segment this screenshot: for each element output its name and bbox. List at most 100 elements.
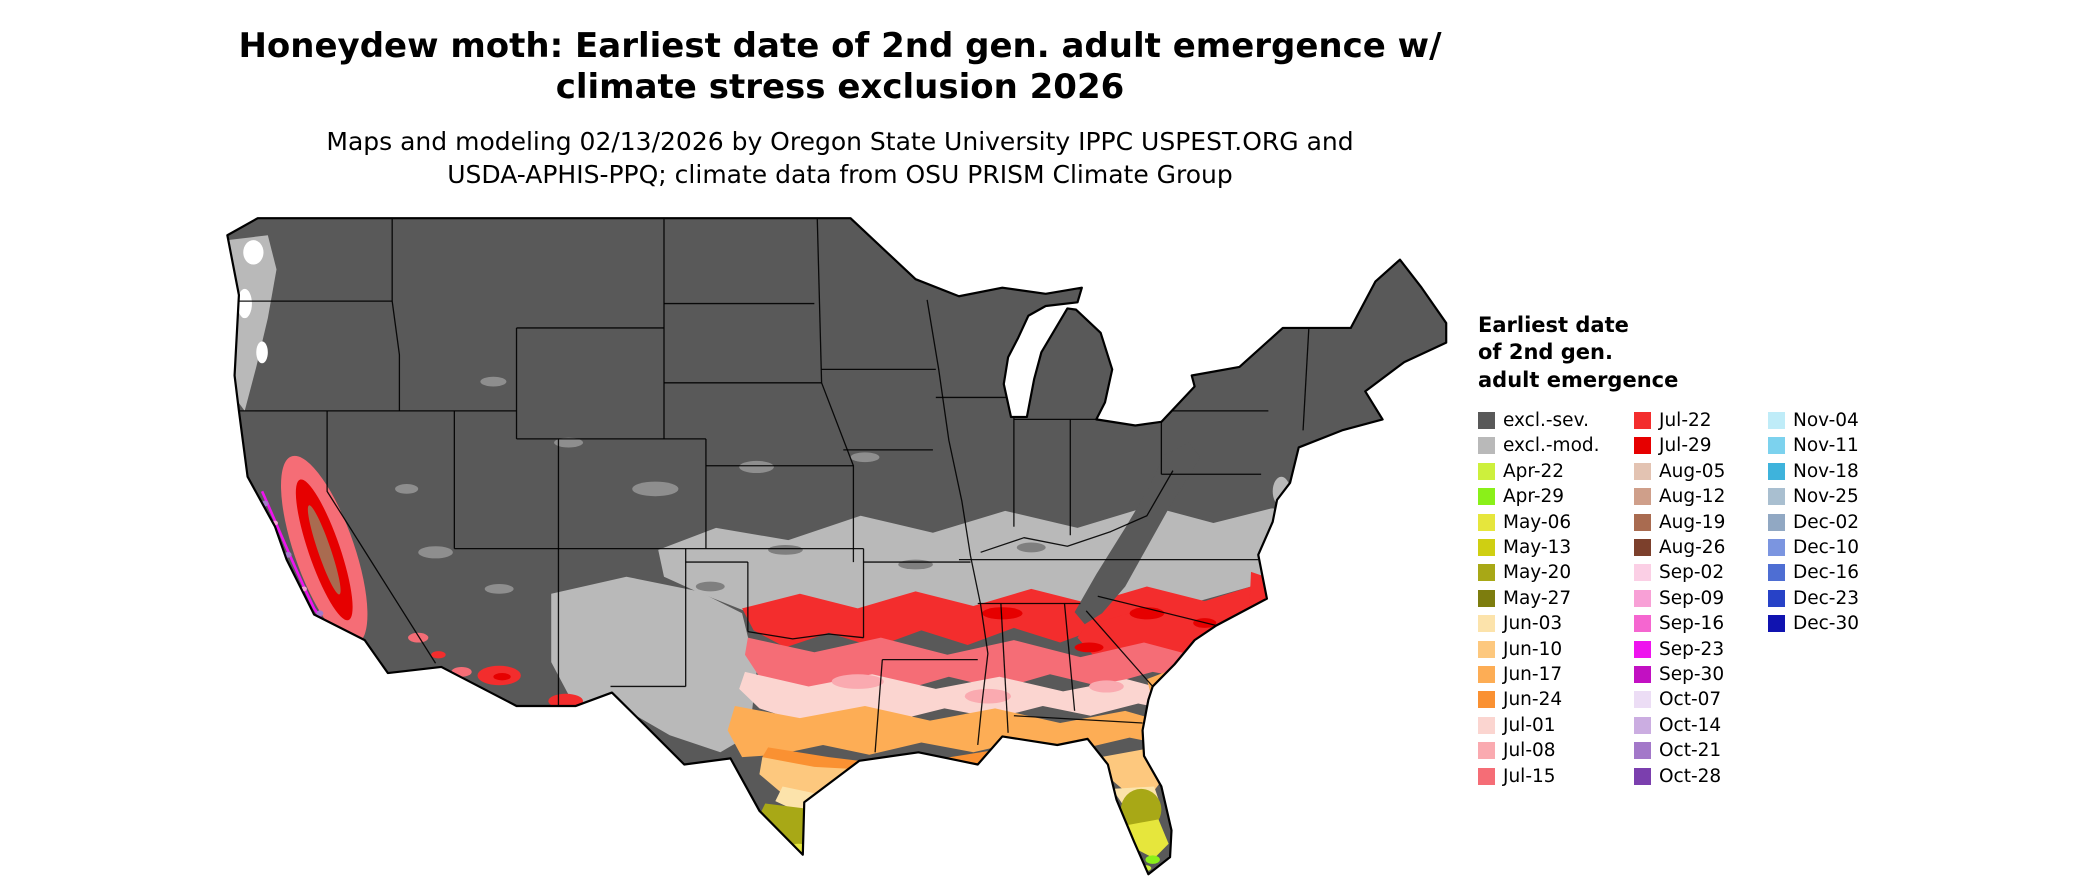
legend-entry: Jul-29 [1634, 433, 1768, 458]
legend-entry: Dec-16 [1768, 560, 1859, 585]
legend-swatch [1478, 462, 1495, 480]
legend-swatch [1634, 767, 1651, 785]
legend-label: Sep-23 [1659, 638, 1725, 660]
legend-label: Jun-10 [1503, 638, 1563, 660]
legend-label: Jul-22 [1659, 410, 1712, 432]
legend-label: Aug-12 [1659, 486, 1726, 508]
legend-swatch [1634, 640, 1651, 658]
legend-swatch [1478, 412, 1495, 430]
legend-entry: May-20 [1478, 560, 1634, 585]
legend-entry: Nov-25 [1768, 484, 1859, 509]
map-region-nm-red [548, 693, 584, 709]
legend-label: Jul-29 [1659, 435, 1712, 457]
legend-title: Earliest date of 2nd gen. adult emergenc… [1478, 312, 1859, 394]
legend-entry: May-27 [1478, 586, 1634, 611]
legend-entry: Dec-30 [1768, 611, 1859, 636]
legend-label: Apr-29 [1503, 486, 1565, 508]
map-subtitle-line1: Maps and modeling 02/13/2026 by Oregon S… [326, 126, 1354, 156]
legend-label: Nov-18 [1793, 460, 1859, 482]
legend-label: Oct-28 [1659, 765, 1722, 787]
map-speckle [1016, 542, 1046, 553]
legend-label: Dec-16 [1793, 562, 1860, 584]
legend-swatch [1478, 437, 1495, 455]
legend-swatch [1634, 716, 1651, 734]
legend-label: Jun-17 [1503, 663, 1563, 685]
map-speckle-oct21 [348, 639, 356, 646]
legend-entry: Dec-10 [1768, 535, 1859, 560]
legend-swatch [1634, 589, 1651, 607]
map-speckle [395, 484, 419, 494]
us-outline [227, 218, 1446, 874]
legend-label: Apr-22 [1503, 460, 1565, 482]
legend-swatch [1634, 437, 1651, 455]
legend-label: Sep-09 [1659, 587, 1725, 609]
legend-label: Dec-02 [1793, 511, 1860, 533]
map-region-pnw-moderate [227, 235, 277, 411]
legend-entry: Sep-30 [1634, 662, 1768, 687]
legend-entry: Aug-12 [1634, 484, 1768, 509]
map-subtitle-line2: USDA-APHIS-PPQ; climate data from OSU PR… [447, 159, 1233, 189]
legend-swatch [1634, 488, 1651, 506]
legend-entry: Dec-23 [1768, 586, 1859, 611]
legend-label: Dec-30 [1793, 613, 1860, 635]
legend-entry: Oct-07 [1634, 687, 1768, 712]
map-region-may20-south-texas [757, 803, 816, 858]
state-border [817, 218, 821, 383]
legend-title-line3: adult emergence [1478, 367, 1679, 392]
map-speckle [898, 559, 933, 570]
map-region-southwest-moderate [551, 576, 757, 753]
legend-entry: Aug-05 [1634, 459, 1768, 484]
figure-header: Honeydew moth: Earliest date of 2nd gen.… [0, 26, 1680, 191]
legend-label: Dec-10 [1793, 537, 1860, 559]
map-speckle-jul08 [964, 688, 1012, 704]
legend-label: Jul-08 [1503, 740, 1556, 762]
legend-swatch [1634, 742, 1651, 760]
legend-swatch [1478, 665, 1495, 683]
legend-swatch [1478, 716, 1495, 734]
legend-swatch [1478, 488, 1495, 506]
state-border [327, 411, 435, 663]
legend-label: Jul-15 [1503, 765, 1556, 787]
legend-entry: Oct-28 [1634, 763, 1768, 788]
legend-swatch [1768, 437, 1785, 455]
legend-column-3: Nov-04 Nov-11 Nov-18 Nov-25 Dec-02 Dec-10 Dec-… [1768, 408, 1859, 637]
map-speckle [480, 376, 507, 387]
legend-swatch [1768, 589, 1785, 607]
state-borders [236, 218, 1309, 752]
legend-swatch [1478, 691, 1495, 709]
legend-swatch [1768, 462, 1785, 480]
legend-swatch [1478, 564, 1495, 582]
map-speckle-jul08 [831, 674, 884, 689]
legend-entry: Jun-03 [1478, 611, 1634, 636]
map-speckle [695, 581, 725, 592]
legend-label: Aug-19 [1659, 511, 1726, 533]
state-border [1064, 604, 1074, 711]
map-region-nj-moderate [1272, 476, 1291, 506]
legend-entry: Apr-29 [1478, 484, 1634, 509]
legend-entry: Apr-22 [1478, 459, 1634, 484]
map-speckle [850, 452, 880, 463]
legend-entry: Jul-01 [1478, 713, 1634, 738]
legend-entry: Nov-11 [1768, 433, 1859, 458]
legend-entry: Jun-10 [1478, 636, 1634, 661]
legend-swatch [1634, 513, 1651, 531]
state-border [981, 471, 1173, 553]
legend-entry: Sep-02 [1634, 560, 1768, 585]
map-nodata-patch [237, 288, 252, 319]
map-speckle [632, 481, 679, 497]
legend-label: Nov-04 [1793, 410, 1859, 432]
map-region-elpaso-red [598, 699, 623, 713]
map-speckle [418, 546, 453, 559]
map-region-may20-central-florida [1120, 788, 1162, 831]
legend-label: Jul-01 [1503, 714, 1556, 736]
legend-entry: Nov-18 [1768, 459, 1859, 484]
map-speckle-jul15 [451, 666, 472, 677]
map-nodata-patch [243, 240, 264, 265]
legend-label: Sep-30 [1659, 663, 1725, 685]
us-map-svg [210, 206, 1465, 884]
map-speckle-jul22 [431, 651, 446, 659]
legend-entry: Jul-08 [1478, 738, 1634, 763]
map-region-appalachian-severe [1074, 442, 1201, 625]
map-region-apr29-south-florida [1145, 855, 1160, 864]
legend-entry: Aug-26 [1634, 535, 1768, 560]
